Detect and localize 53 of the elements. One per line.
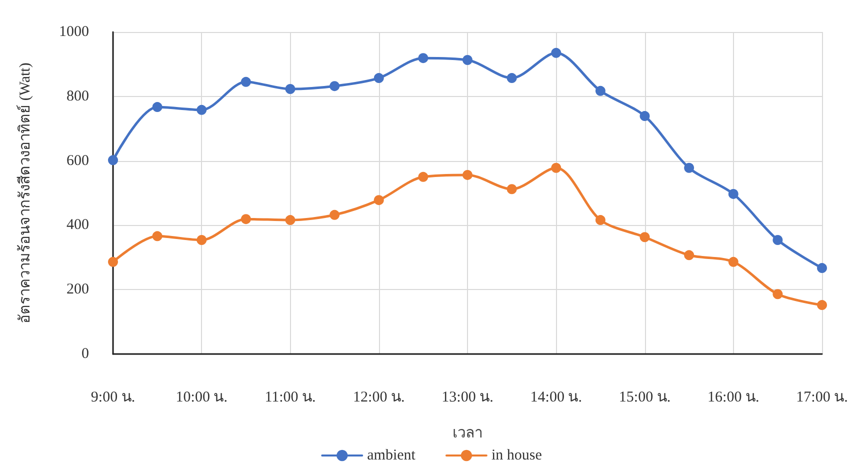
point bbox=[684, 162, 694, 173]
point bbox=[551, 162, 562, 173]
point bbox=[152, 102, 162, 112]
point bbox=[462, 170, 472, 180]
point bbox=[285, 215, 296, 226]
point bbox=[374, 195, 384, 206]
point bbox=[240, 76, 251, 87]
legend-label: ambient bbox=[367, 448, 416, 464]
y-tick-label: 0 bbox=[82, 346, 89, 362]
point bbox=[640, 111, 650, 122]
point bbox=[506, 184, 517, 194]
x-tick-label: 9:00 น. bbox=[90, 390, 136, 406]
x-tick-label: 11:00 น. bbox=[264, 390, 316, 406]
point bbox=[551, 48, 562, 58]
legend-label: in house bbox=[491, 448, 542, 464]
point bbox=[330, 210, 340, 220]
point bbox=[728, 256, 738, 267]
point bbox=[418, 172, 428, 182]
y-axis-title: อัตราความร้อนจากรังสีดวงอาทิตย์ (Watt) bbox=[16, 62, 34, 324]
y-tick-label: 1000 bbox=[59, 24, 89, 40]
point bbox=[462, 55, 472, 66]
point bbox=[817, 263, 827, 274]
point bbox=[196, 104, 207, 115]
point bbox=[728, 188, 738, 199]
point bbox=[817, 300, 827, 310]
point bbox=[108, 155, 118, 166]
point bbox=[506, 73, 517, 84]
x-tick-label: 16:00 น. bbox=[708, 390, 760, 406]
y-tick-label: 200 bbox=[66, 282, 89, 298]
point bbox=[595, 215, 606, 226]
point bbox=[240, 214, 251, 224]
point bbox=[772, 289, 783, 300]
x-tick-label: 15:00 น. bbox=[618, 390, 671, 406]
point bbox=[684, 250, 694, 260]
x-tick-label: 14:00 น. bbox=[530, 390, 582, 406]
x-tick-label: 12:00 น. bbox=[353, 390, 405, 406]
point bbox=[285, 84, 296, 94]
point bbox=[595, 86, 606, 96]
y-tick-label: 600 bbox=[66, 152, 89, 169]
x-tick-label: 17:00 น. bbox=[796, 390, 848, 406]
x-tick-label: 10:00 น. bbox=[176, 390, 228, 406]
point bbox=[418, 53, 428, 64]
point bbox=[772, 235, 783, 246]
x-axis-title: เวลา bbox=[452, 426, 482, 442]
point bbox=[108, 256, 118, 267]
point bbox=[152, 231, 162, 242]
x-tick-label: 13:00 น. bbox=[442, 390, 494, 406]
y-tick-label: 400 bbox=[66, 217, 89, 234]
point bbox=[196, 235, 207, 246]
point bbox=[330, 81, 340, 92]
point bbox=[640, 232, 650, 242]
point bbox=[374, 73, 384, 84]
y-tick-label: 800 bbox=[66, 88, 89, 104]
